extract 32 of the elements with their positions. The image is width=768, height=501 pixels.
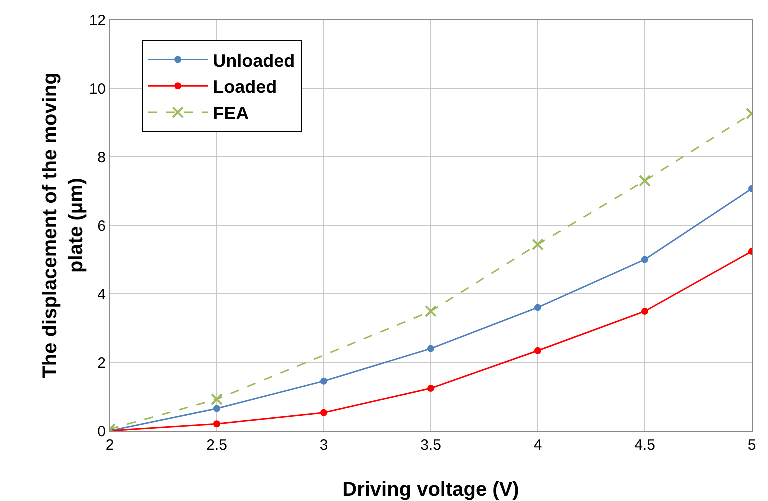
point <box>214 405 220 412</box>
y-axis-title: The displacement of the moving plate (µm) <box>39 72 88 378</box>
x-tick-label: 3.5 <box>420 437 442 454</box>
point <box>428 345 434 352</box>
y-tick-label: 12 <box>89 12 106 30</box>
point <box>425 305 437 318</box>
x-tick-label: 5 <box>748 437 756 454</box>
y-tick-label: 0 <box>98 423 106 440</box>
point <box>534 347 542 354</box>
x-tick-label: 2.5 <box>206 437 228 454</box>
x-axis-title: Driving voltage (V) <box>342 479 520 501</box>
point <box>642 256 648 264</box>
y-tick-label: 6 <box>98 218 106 235</box>
x-tick-label: 4 <box>534 437 542 454</box>
point <box>534 304 542 312</box>
point <box>320 378 328 385</box>
legend-label: Unloaded <box>213 50 296 71</box>
y-tick-label: 10 <box>89 80 106 98</box>
legend-label: FEA <box>213 104 250 124</box>
point <box>211 393 223 406</box>
legend-label: Loaded <box>213 77 278 98</box>
x-tick-label: 3 <box>320 437 328 454</box>
point <box>320 409 328 416</box>
point <box>642 308 648 315</box>
y-tick-label: 2 <box>98 354 106 372</box>
x-tick-label: 4.5 <box>634 437 656 454</box>
point <box>532 238 544 251</box>
point <box>214 420 220 428</box>
y-tick-label: 4 <box>98 286 106 304</box>
point <box>639 174 651 187</box>
y-tick-label: 8 <box>98 149 106 166</box>
point <box>428 385 434 392</box>
